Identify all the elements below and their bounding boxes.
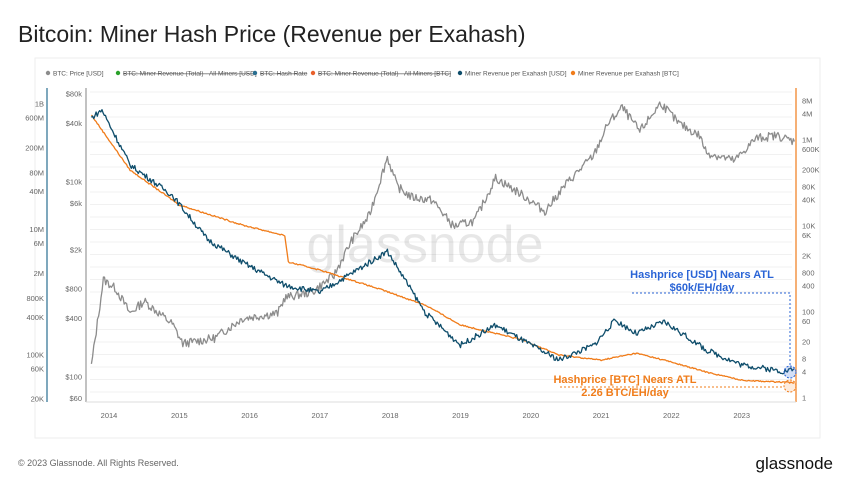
hashrate-tick: 60K (31, 365, 44, 374)
legend-item[interactable]: BTC: Miner Revenue (Total) - All Miners … (115, 70, 257, 78)
price-tick: $100 (65, 373, 82, 382)
legend-label: Miner Revenue per Exahash [USD] (465, 71, 567, 78)
hashrate-tick: 2M (34, 269, 44, 278)
hashrate-tick: 6M (34, 239, 44, 248)
hashrate-tick: 20K (31, 395, 44, 404)
hashrate-tick: 200M (25, 143, 44, 152)
btc-tick: 20 (802, 338, 810, 347)
x-tick: 2021 (593, 411, 610, 420)
btc-tick: 80K (802, 183, 815, 192)
btc-tick: 10K (802, 222, 815, 231)
legend-dot-icon (115, 70, 121, 76)
btc-tick: 600K (802, 145, 820, 154)
price-tick: $60 (69, 394, 82, 403)
btc-tick: 6K (802, 231, 811, 240)
x-tick: 2020 (522, 411, 539, 420)
btc-tick: 1M (802, 136, 812, 145)
x-tick: 2019 (452, 411, 469, 420)
legend-label: BTC: Miner Revenue (Total) - All Miners … (123, 71, 257, 78)
x-tick: 2023 (733, 411, 750, 420)
series-lines (90, 101, 796, 384)
watermark: glassnode (306, 216, 543, 274)
annotations: Hashprice [USD] Nears ATL $60k/EH/day Ha… (553, 269, 797, 399)
chart-card (34, 57, 821, 439)
btc-tick: 8M (802, 97, 812, 106)
btc-tick: 400 (802, 282, 815, 291)
price-tick: $2k (70, 246, 82, 255)
hashrate-tick: 10M (29, 225, 44, 234)
btc-tick: 2K (802, 252, 811, 261)
hashrate-tick: 1B (35, 99, 44, 108)
annotation-usd-marker (783, 365, 797, 379)
annotation-usd-leader (632, 292, 791, 366)
legend-label: BTC: Price [USD] (53, 71, 104, 78)
price-tick: $6k (70, 199, 82, 208)
legend-item[interactable]: BTC: Price [USD] (45, 70, 104, 78)
hashrate-tick: 400K (26, 313, 44, 322)
btc-tick: 40K (802, 196, 815, 205)
hashrate-tick: 800K (26, 294, 44, 303)
usd-hashprice-line (90, 109, 795, 375)
hashrate-tick: 100K (26, 351, 44, 360)
price-tick: $10k (66, 178, 83, 187)
btc-hashprice-line (90, 114, 795, 384)
price-tick: $40k (66, 119, 83, 128)
annotation-usd-line2: $60k/EH/day (670, 282, 736, 294)
annotation-btc-marker (783, 379, 797, 393)
x-tick: 2018 (382, 411, 399, 420)
legend-dot-icon (310, 70, 316, 76)
price-line (90, 101, 796, 365)
price-tick: $80k (66, 89, 83, 98)
price-tick: $800 (65, 284, 82, 293)
legend-dot-icon (252, 70, 258, 76)
btc-tick: 1 (802, 394, 806, 403)
x-tick: 2017 (312, 411, 329, 420)
legend-label: BTC: Miner Revenue (Total) - All Miners … (318, 71, 451, 78)
legend-item[interactable]: BTC: Miner Revenue (Total) - All Miners … (310, 70, 451, 78)
x-tick: 2015 (171, 411, 188, 420)
hashrate-tick: 600M (25, 113, 44, 122)
hashrate-tick: 80M (29, 168, 44, 177)
legend-label: Miner Revenue per Exahash [BTC] (578, 71, 679, 78)
legend-dot-icon (570, 70, 576, 76)
glassnode-logo: glassnode (755, 454, 833, 473)
x-tick: 2014 (101, 411, 118, 420)
legend-item[interactable]: Miner Revenue per Exahash [BTC] (570, 70, 679, 78)
btc-tick: 200K (802, 166, 820, 175)
copyright: © 2023 Glassnode. All Rights Reserved. (18, 458, 179, 468)
annotation-btc-line2: 2.26 BTC/EH/day (581, 387, 669, 399)
chart-title: Bitcoin: Miner Hash Price (Revenue per E… (18, 21, 526, 47)
x-tick: 2022 (663, 411, 680, 420)
x-tick: 2016 (241, 411, 258, 420)
hashrate-tick: 40M (29, 187, 44, 196)
btc-tick: 60 (802, 317, 810, 326)
btc-tick: 8 (802, 355, 806, 364)
annotation-btc-line1: Hashprice [BTC] Nears ATL (553, 374, 696, 386)
legend-dot-icon (45, 70, 51, 76)
legend[interactable]: BTC: Price [USD] BTC: Miner Revenue (Tota… (45, 70, 679, 78)
price-tick: $400 (65, 314, 82, 323)
annotation-usd-line1: Hashprice [USD] Nears ATL (630, 269, 774, 281)
btc-tick: 4 (802, 368, 806, 377)
btc-tick: 800 (802, 269, 815, 278)
axis-ticks: 1B 600M 200M 80M 40M 10M 6M 2M 800K 400K 100K 60K 20… (25, 89, 819, 420)
legend-dot-icon (457, 70, 463, 76)
legend-item[interactable]: Miner Revenue per Exahash [USD] (457, 70, 567, 78)
legend-label: BTC: Hash Rate (260, 71, 308, 78)
btc-tick: 4M (802, 110, 812, 119)
btc-tick: 100 (802, 308, 815, 317)
legend-item[interactable]: BTC: Hash Rate (252, 70, 308, 78)
